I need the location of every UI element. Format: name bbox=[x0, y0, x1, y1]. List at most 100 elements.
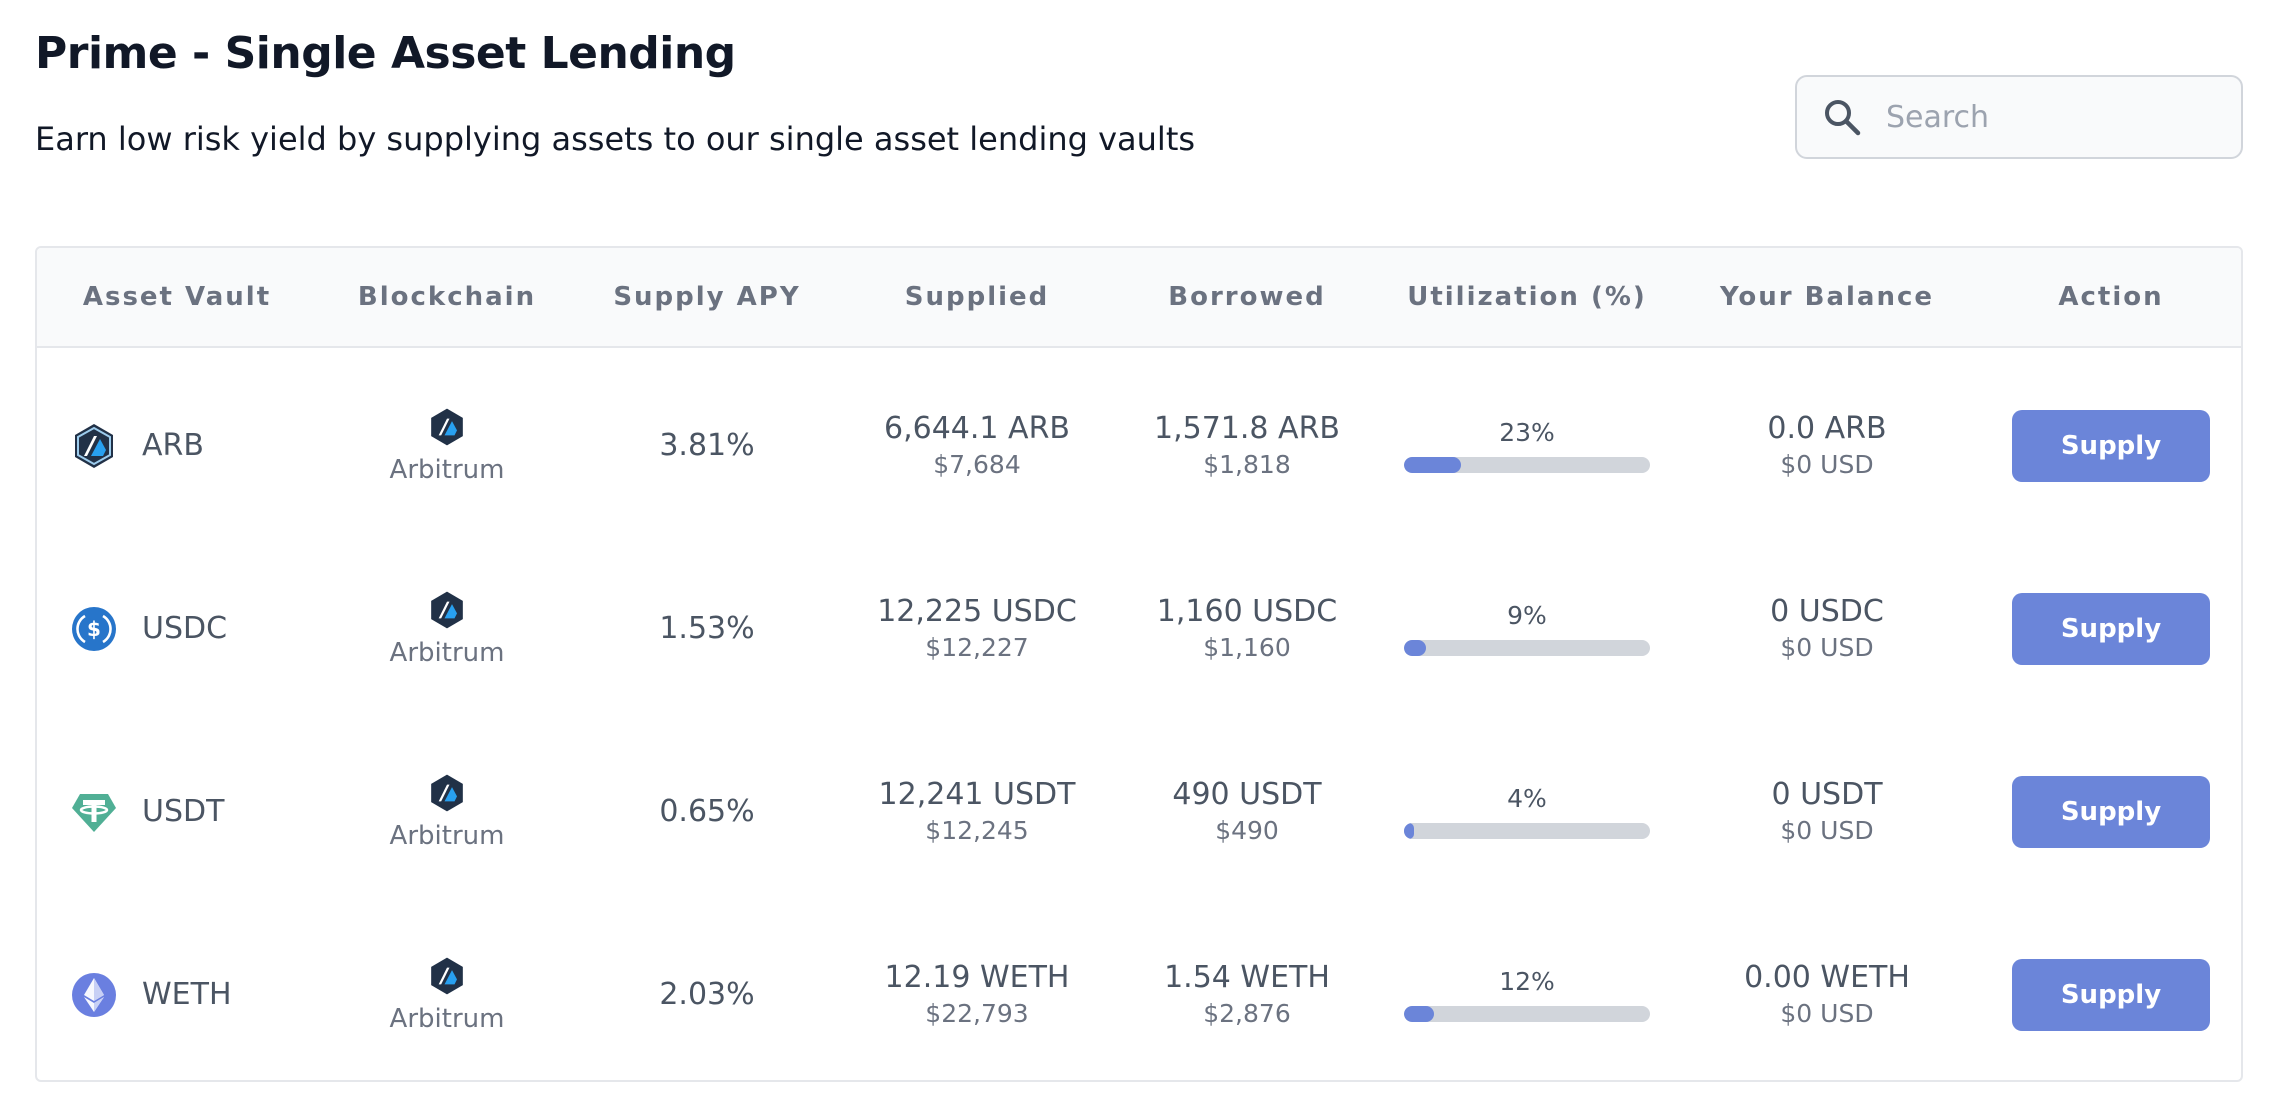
utilization-bar-fill bbox=[1404, 457, 1461, 473]
asset-name: USDC bbox=[142, 611, 228, 646]
action-cell: Supply bbox=[1977, 592, 2241, 665]
blockchain-name: Arbitrum bbox=[389, 820, 505, 851]
supplied-amount: 12,241 USDT bbox=[878, 776, 1076, 812]
asset-cell: USDT bbox=[37, 788, 317, 836]
borrowed-usd: $1,818 bbox=[1203, 449, 1291, 479]
borrowed-amount: 490 USDT bbox=[1172, 776, 1322, 812]
supplied-amount: 12.19 WETH bbox=[884, 959, 1070, 995]
asset-name: USDT bbox=[142, 794, 225, 829]
asset-cell: $ USDC bbox=[37, 605, 317, 653]
supplied-cell: 12.19 WETH $22,793 bbox=[837, 959, 1117, 1031]
balance-usd: $0 USD bbox=[1780, 815, 1874, 845]
supplied-usd: $22,793 bbox=[925, 998, 1029, 1028]
blockchain-cell: Arbitrum bbox=[317, 956, 577, 1034]
asset-name: ARB bbox=[142, 428, 204, 463]
table-header: Asset Vault Blockchain Supply APY Suppli… bbox=[37, 248, 2241, 348]
table-row: $ USDC Arbitrum 1.53% 12,225 USDC $12,22… bbox=[37, 537, 2241, 720]
arbitrum-icon bbox=[431, 408, 463, 445]
page-title: Prime - Single Asset Lending bbox=[35, 28, 736, 79]
supply-button[interactable]: Supply bbox=[2012, 775, 2210, 848]
supplied-amount: 6,644.1 ARB bbox=[884, 410, 1070, 446]
arbitrum-icon bbox=[431, 957, 463, 994]
column-header-asset-vault: Asset Vault bbox=[82, 282, 272, 312]
blockchain-cell: Arbitrum bbox=[317, 590, 577, 668]
balance-amount: 0.00 WETH bbox=[1744, 959, 1910, 995]
supplied-usd: $7,684 bbox=[933, 449, 1021, 479]
vaults-table: Asset Vault Blockchain Supply APY Suppli… bbox=[35, 246, 2243, 1082]
utilization-bar bbox=[1404, 1006, 1650, 1022]
utilization-cell: 12% bbox=[1377, 967, 1677, 1022]
utilization-label: 4% bbox=[1507, 784, 1547, 813]
utilization-bar-fill bbox=[1404, 640, 1427, 656]
borrowed-cell: 1,160 USDC $1,160 bbox=[1117, 593, 1377, 665]
usdc-icon: $ bbox=[72, 606, 116, 651]
column-header-utilization: Utilization (%) bbox=[1407, 282, 1647, 312]
blockchain-name: Arbitrum bbox=[389, 1003, 505, 1034]
borrowed-cell: 1,571.8 ARB $1,818 bbox=[1117, 410, 1377, 482]
utilization-bar bbox=[1404, 640, 1650, 656]
supplied-cell: 12,241 USDT $12,245 bbox=[837, 776, 1117, 848]
borrowed-amount: 1,160 USDC bbox=[1156, 593, 1338, 629]
column-header-blockchain: Blockchain bbox=[357, 282, 537, 312]
supplied-amount: 12,225 USDC bbox=[877, 593, 1077, 629]
table-row: WETH Arbitrum 2.03% 12.19 WETH $22,793 bbox=[37, 903, 2241, 1080]
utilization-cell: 4% bbox=[1377, 784, 1677, 839]
balance-amount: 0 USDC bbox=[1770, 593, 1884, 629]
table-row: USDT Arbitrum 0.65% 12,241 USDT $12,245 bbox=[37, 720, 2241, 903]
balance-cell: 0 USDT $0 USD bbox=[1677, 776, 1977, 848]
utilization-bar-fill bbox=[1404, 823, 1414, 839]
utilization-bar bbox=[1404, 823, 1650, 839]
balance-amount: 0.0 ARB bbox=[1767, 410, 1887, 446]
supply-button[interactable]: Supply bbox=[2012, 409, 2210, 482]
utilization-cell: 23% bbox=[1377, 418, 1677, 473]
balance-usd: $0 USD bbox=[1780, 449, 1874, 479]
utilization-cell: 9% bbox=[1377, 601, 1677, 656]
borrowed-usd: $2,876 bbox=[1203, 998, 1291, 1028]
column-header-supply-apy: Supply APY bbox=[613, 282, 801, 312]
balance-usd: $0 USD bbox=[1780, 632, 1874, 662]
utilization-label: 9% bbox=[1507, 601, 1547, 630]
column-header-borrowed: Borrowed bbox=[1168, 282, 1326, 312]
supply-apy: 3.81% bbox=[659, 428, 755, 463]
blockchain-name: Arbitrum bbox=[389, 454, 505, 485]
weth-icon bbox=[72, 972, 116, 1017]
balance-usd: $0 USD bbox=[1780, 998, 1874, 1028]
arbitrum-icon bbox=[431, 774, 463, 811]
table-body: ARB Arbitrum 3.81% 6,644.1 ARB $7,684 bbox=[37, 348, 2241, 1080]
utilization-bar bbox=[1404, 457, 1650, 473]
utilization-label: 12% bbox=[1499, 967, 1555, 996]
blockchain-name: Arbitrum bbox=[389, 637, 505, 668]
supply-apy: 0.65% bbox=[659, 794, 755, 829]
action-cell: Supply bbox=[1977, 409, 2241, 482]
search-icon bbox=[1825, 100, 1861, 136]
utilization-label: 23% bbox=[1499, 418, 1555, 447]
supply-button[interactable]: Supply bbox=[2012, 592, 2210, 665]
column-header-your-balance: Your Balance bbox=[1719, 282, 1935, 312]
supplied-cell: 12,225 USDC $12,227 bbox=[837, 593, 1117, 665]
supplied-usd: $12,227 bbox=[925, 632, 1029, 662]
usdt-icon bbox=[72, 793, 116, 832]
svg-text:$: $ bbox=[87, 617, 101, 641]
arb-icon bbox=[75, 423, 113, 468]
action-cell: Supply bbox=[1977, 958, 2241, 1031]
supply-apy: 1.53% bbox=[659, 611, 755, 646]
action-cell: Supply bbox=[1977, 775, 2241, 848]
borrowed-cell: 1.54 WETH $2,876 bbox=[1117, 959, 1377, 1031]
utilization-bar-fill bbox=[1404, 1006, 1434, 1022]
asset-cell: ARB bbox=[37, 422, 317, 470]
borrowed-amount: 1.54 WETH bbox=[1164, 959, 1330, 995]
balance-cell: 0.0 ARB $0 USD bbox=[1677, 410, 1977, 482]
search-box[interactable] bbox=[1795, 75, 2243, 159]
supplied-cell: 6,644.1 ARB $7,684 bbox=[837, 410, 1117, 482]
balance-cell: 0 USDC $0 USD bbox=[1677, 593, 1977, 665]
supply-button[interactable]: Supply bbox=[2012, 958, 2210, 1031]
table-row: ARB Arbitrum 3.81% 6,644.1 ARB $7,684 bbox=[37, 354, 2241, 537]
page-subtitle: Earn low risk yield by supplying assets … bbox=[35, 120, 1196, 158]
borrowed-usd: $490 bbox=[1215, 815, 1279, 845]
balance-cell: 0.00 WETH $0 USD bbox=[1677, 959, 1977, 1031]
supply-apy: 2.03% bbox=[659, 977, 755, 1012]
arbitrum-icon bbox=[431, 591, 463, 628]
column-header-action: Action bbox=[2058, 282, 2164, 312]
search-input[interactable] bbox=[1884, 98, 2218, 136]
